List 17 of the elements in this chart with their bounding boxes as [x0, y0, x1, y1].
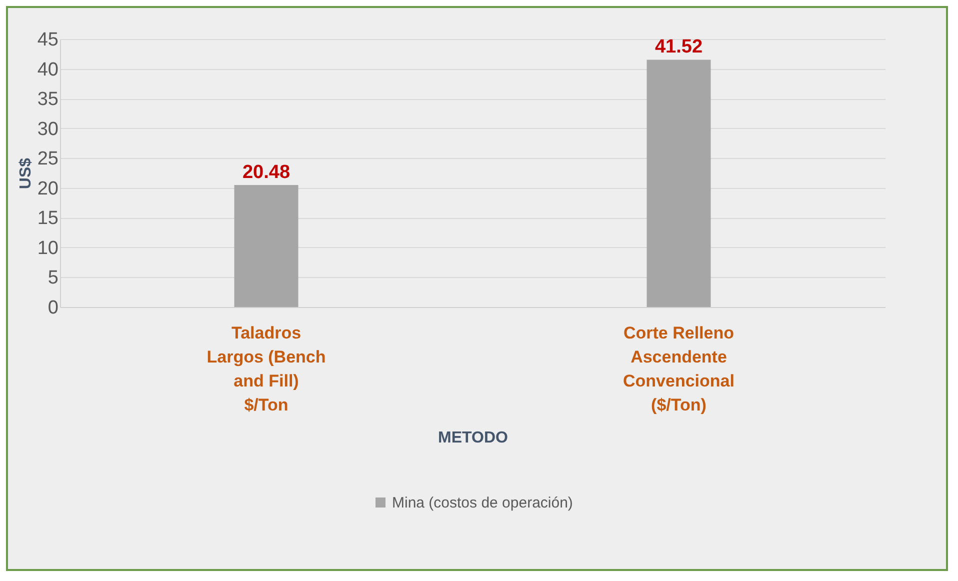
x-tick-label: Corte Relleno Ascendente Convencional ($/Ton) — [623, 324, 734, 414]
data-label: 20.48 — [242, 162, 290, 184]
y-tick-label: 30 — [37, 118, 58, 140]
y-tick-label: 40 — [37, 59, 58, 80]
y-tick-label: 45 — [37, 30, 58, 50]
x-tick-label: Taladros Largos (Bench and Fill) $/Ton — [206, 324, 326, 414]
y-tick-label: 25 — [37, 148, 58, 170]
y-tick-label: 15 — [37, 208, 58, 230]
x-axis-title: METODO — [438, 430, 508, 446]
y-axis-title: US$ — [17, 158, 34, 190]
y-tick-label: 10 — [37, 238, 58, 259]
legend-label: Mina (costos de operación) — [392, 494, 573, 512]
y-tick-label: 35 — [37, 89, 58, 110]
data-label: 41.52 — [654, 36, 703, 58]
y-tick-label: 5 — [48, 268, 58, 289]
y-tick-label: 0 — [48, 298, 58, 318]
y-tick-label: 20 — [37, 178, 58, 200]
